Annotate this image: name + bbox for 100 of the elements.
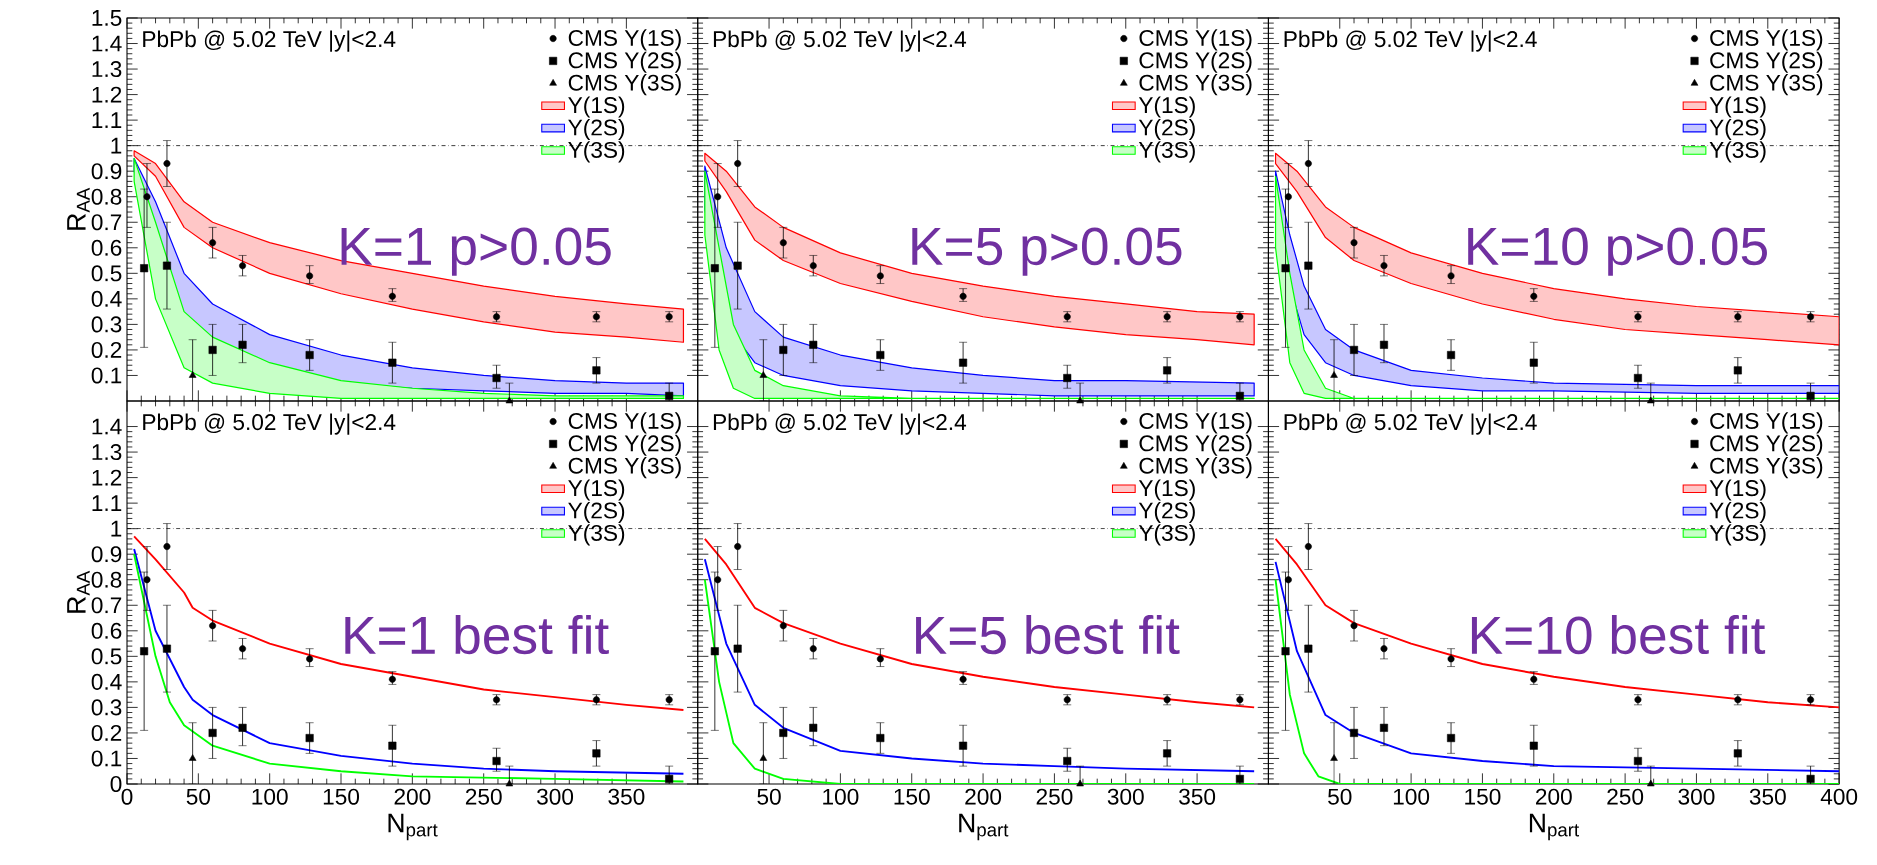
point: [1350, 239, 1358, 247]
point: [1063, 757, 1072, 766]
point: [388, 358, 397, 367]
point: [505, 779, 514, 787]
point: [140, 264, 149, 273]
legend-label: CMS Υ(2S): [1139, 434, 1252, 456]
point: [1350, 622, 1358, 630]
y-tick-label: 1.3: [92, 61, 122, 78]
legend-label: CMS Υ(1S): [568, 29, 681, 51]
point: [388, 741, 397, 750]
annotation: K=1 best fit: [345, 615, 609, 655]
point: [388, 292, 396, 300]
x-tick-label: 150: [323, 788, 360, 805]
point: [1330, 371, 1338, 378]
x-tick-label: 200: [394, 788, 431, 805]
point: [959, 741, 968, 750]
point: [592, 366, 601, 375]
point: [208, 728, 217, 737]
y-tick-label: 0.9: [91, 546, 122, 563]
point: [239, 645, 247, 653]
annotation: K=5 best fit: [916, 615, 1180, 655]
point: [1163, 366, 1172, 375]
legend-label: CMS Υ(1S): [1139, 29, 1252, 51]
y-axis-title: R$_{AA}$: [67, 570, 90, 613]
y-tick-label: 0.4: [91, 673, 122, 690]
point: [1633, 757, 1642, 766]
point: [759, 754, 768, 761]
point: [209, 622, 217, 630]
y-tick-label: 1: [111, 137, 122, 154]
point: [208, 345, 217, 354]
point: [305, 734, 314, 743]
legend-label: Υ(2S): [568, 501, 625, 524]
point: [305, 351, 314, 360]
y-tick-label: 0.5: [91, 265, 122, 282]
legend-label: CMS Υ(2S): [1710, 434, 1823, 456]
point: [710, 264, 719, 273]
legend-label: Υ(2S): [1138, 118, 1195, 141]
legend-label: Υ(3S): [568, 524, 625, 546]
point: [238, 340, 247, 349]
annotation: K=10 best fit: [1471, 615, 1766, 655]
point: [959, 358, 968, 367]
legend-label: CMS Υ(3S): [1139, 457, 1252, 479]
y-tick-label: 0.1: [91, 367, 122, 384]
x-tick-label: 100: [252, 788, 288, 805]
y-tick-label: 1.4: [92, 418, 122, 435]
x-tick-label: 250: [1607, 788, 1644, 805]
y-tick-label: 0.2: [91, 341, 122, 358]
point: [1304, 644, 1313, 653]
annotation: K=10 p>0.05: [1468, 227, 1767, 276]
point: [809, 262, 817, 270]
legend-label: Υ(1S): [1138, 479, 1195, 501]
legend-label: CMS Υ(3S): [1710, 74, 1823, 96]
legend-label: Υ(1S): [1709, 479, 1766, 501]
point: [1076, 779, 1084, 787]
point: [1304, 160, 1312, 167]
legend-label: CMS Υ(3S): [568, 74, 681, 96]
legend-label: CMS Υ(1S): [1710, 29, 1823, 51]
x-tick-label: 350: [608, 788, 645, 805]
point: [143, 576, 151, 584]
point: [1733, 366, 1742, 375]
x-tick-label: 50: [1328, 788, 1352, 805]
annotation: PbPb @ 5.02 TeV |y|<2.4: [143, 30, 396, 52]
point: [1447, 655, 1455, 663]
point: [1379, 723, 1388, 732]
point: [714, 576, 722, 584]
x-tick-label: 150: [1465, 788, 1501, 805]
point: [733, 644, 742, 653]
point: [1647, 779, 1655, 787]
legend-label: CMS Υ(1S): [1710, 412, 1823, 434]
point: [759, 371, 768, 378]
legend-label: Υ(3S): [1709, 524, 1766, 546]
point: [1447, 351, 1456, 360]
point: [188, 371, 197, 378]
y-tick-label: 0.7: [91, 214, 122, 231]
legend-label: CMS Υ(2S): [568, 434, 681, 456]
y-tick-label: 0.6: [91, 239, 122, 256]
annotation: PbPb @ 5.02 TeV |y|<2.4: [713, 30, 967, 52]
point: [1330, 754, 1338, 761]
point: [734, 543, 742, 551]
point: [1163, 749, 1172, 758]
y-tick-label: 0.7: [91, 597, 122, 614]
x-tick-label: 200: [1536, 788, 1572, 805]
x-tick-label: 100: [1393, 788, 1430, 805]
point: [1350, 345, 1359, 354]
point: [714, 193, 722, 201]
point: [306, 655, 314, 663]
point: [779, 728, 788, 737]
y-tick-label: 1.5: [92, 10, 122, 26]
annotation: PbPb @ 5.02 TeV |y|<2.4: [713, 413, 967, 435]
annotation: PbPb @ 5.02 TeV |y|<2.4: [1284, 30, 1537, 52]
y-tick-label: 0.5: [91, 648, 122, 665]
y-tick-label: 0.3: [91, 699, 122, 716]
x-tick-label: 200: [965, 788, 1002, 805]
legend-label: Υ(2S): [1709, 118, 1766, 141]
point: [492, 757, 501, 766]
point: [1304, 261, 1313, 270]
legend-label: CMS Υ(3S): [1139, 74, 1252, 96]
x-axis-title: N$_{part}$: [1529, 813, 1579, 841]
x-tick-label: 350: [1749, 788, 1786, 805]
point: [1647, 396, 1655, 404]
